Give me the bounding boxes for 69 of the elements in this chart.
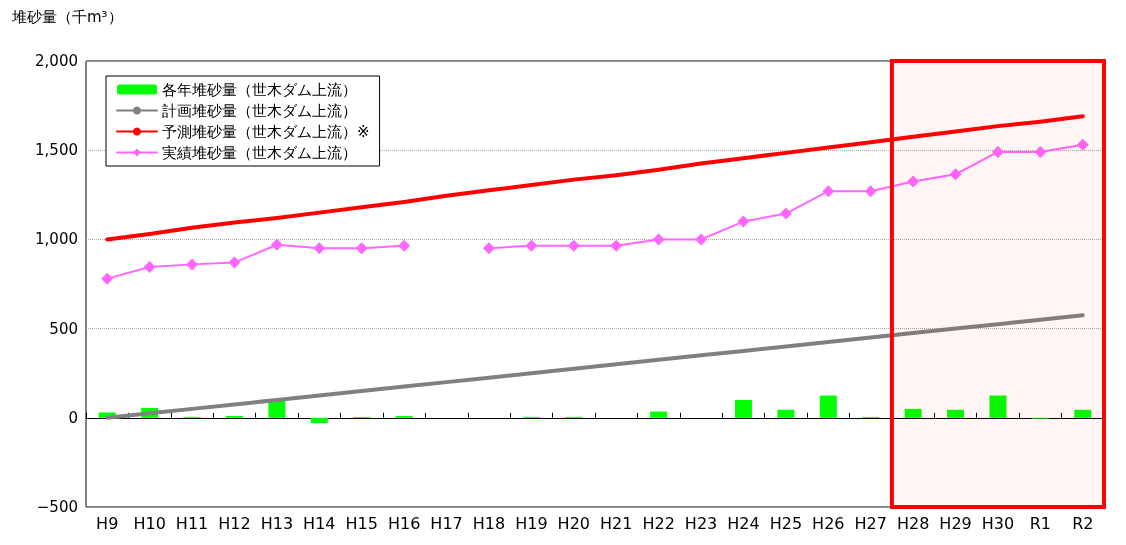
bar: [904, 408, 922, 418]
legend-label: 各年堆砂量（世木ダム上流）: [162, 80, 357, 99]
point: [482, 242, 495, 255]
y-tick-label: 500: [49, 319, 78, 338]
point: [228, 256, 241, 269]
x-tick-label: H24: [727, 513, 760, 533]
x-tick-label: H16: [387, 513, 421, 533]
y-tick-label: 2,000: [35, 52, 78, 70]
point: [737, 215, 750, 228]
x-tick-label: H28: [896, 513, 930, 533]
x-tick-label: R1: [1029, 513, 1052, 533]
x-tick-label: H22: [642, 513, 675, 533]
point: [779, 207, 792, 220]
bar: [650, 411, 668, 418]
x-tick-label: H21: [600, 513, 633, 533]
x-tick-label: R2: [1072, 513, 1094, 533]
legend-label: 予測堆砂量（世木ダム上流）※: [162, 122, 370, 141]
x-tick-label: H23: [684, 513, 718, 533]
x-tick-label: H25: [769, 513, 803, 533]
point: [695, 233, 708, 246]
point: [864, 185, 877, 198]
point: [313, 242, 326, 255]
y-tick-label: 0: [68, 408, 78, 427]
x-tick-label: H17: [430, 513, 463, 533]
legend-label: 実績堆砂量（世木ダム上流）: [162, 143, 357, 162]
point: [652, 233, 665, 246]
bar: [1074, 409, 1092, 418]
bar: [947, 409, 965, 418]
x-tick-label: H18: [472, 513, 506, 533]
point: [186, 258, 199, 271]
x-tick-label: H11: [175, 513, 209, 533]
point: [949, 168, 962, 181]
x-tick-label: H20: [557, 513, 590, 533]
line-series: [105, 313, 1085, 420]
point: [101, 272, 114, 285]
x-tick-label: H10: [133, 513, 166, 533]
point: [398, 239, 411, 252]
x-tick-label: H26: [812, 513, 845, 533]
x-tick-label: H13: [260, 513, 294, 533]
bar: [989, 395, 1007, 418]
y-tick-label: −500: [36, 498, 78, 516]
point: [907, 175, 920, 188]
bar: [268, 400, 286, 418]
x-tick-label: H19: [515, 513, 548, 533]
x-tick-label: H15: [345, 513, 378, 533]
bar: [734, 399, 752, 418]
point: [525, 239, 538, 252]
point: [1076, 138, 1089, 151]
point: [1034, 145, 1047, 158]
y-tick-label: 1,000: [35, 230, 78, 249]
point: [143, 261, 156, 274]
x-tick-label: H29: [939, 513, 972, 533]
x-tick-label: H14: [303, 513, 336, 533]
bar: [310, 417, 328, 424]
y-tick-label: 1,500: [35, 141, 78, 160]
point: [610, 239, 623, 252]
x-tick-label: H30: [981, 513, 1015, 533]
point: [270, 238, 283, 251]
x-tick-label: H9: [96, 513, 119, 533]
x-tick-label: H27: [854, 513, 887, 533]
x-tick-label: H12: [218, 513, 251, 533]
bar: [777, 409, 795, 418]
y-axis-title: 堆砂量（千m³）: [11, 8, 123, 26]
point: [822, 185, 835, 198]
legend-label: 計画堆砂量（世木ダム上流）: [162, 101, 357, 120]
point: [991, 145, 1004, 158]
bar: [819, 395, 837, 418]
point: [567, 239, 580, 252]
point: [355, 242, 368, 255]
